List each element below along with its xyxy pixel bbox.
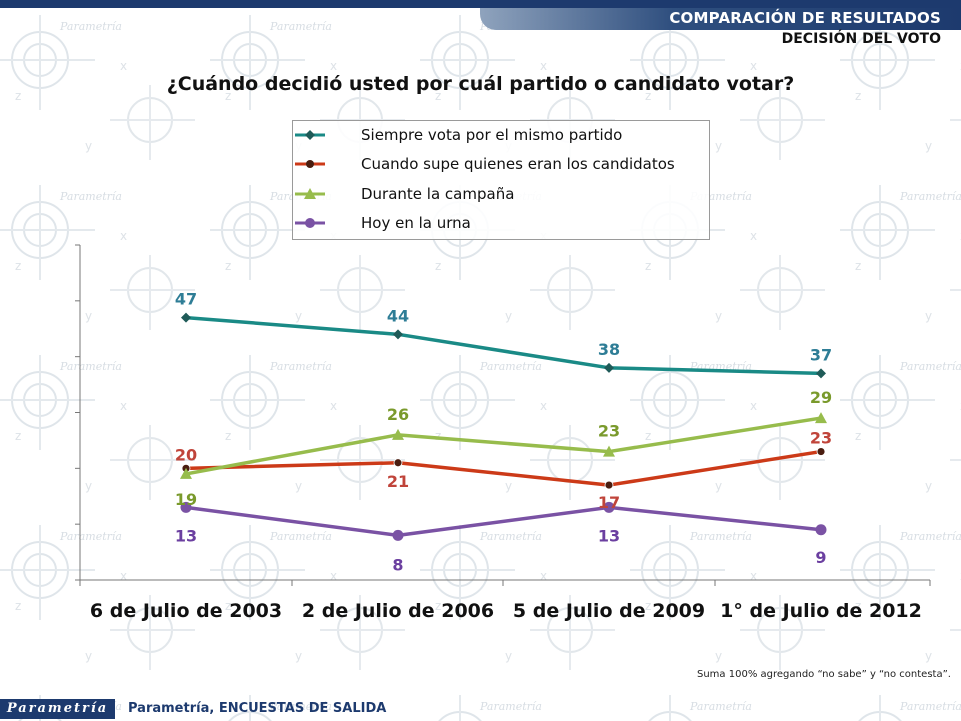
data-point [815,524,827,536]
footnote: Suma 100% agregando “no sabe” y “no cont… [697,669,951,680]
data-point [180,501,192,513]
legend-item: Siempre vota por el mismo partido [295,121,622,149]
data-label: 13 [598,526,620,545]
section-title: COMPARACIÓN DE RESULTADOS [669,9,941,27]
data-label: 21 [387,472,409,491]
data-label: 29 [810,388,832,407]
data-point [815,412,827,424]
data-point [180,467,192,479]
data-label: 44 [387,306,409,325]
legend-marker-icon [295,218,325,228]
data-label: 26 [387,405,409,424]
data-label: 8 [392,555,403,574]
chart-question-title: ¿Cuándo decidió usted por cuál partido o… [166,73,795,95]
data-label: 23 [810,429,832,448]
x-tick-label: 1° de Julio de 2012 [720,600,922,622]
parametria-logo: Parametría [0,699,115,719]
series-line [185,449,822,487]
legend-label: Siempre vota por el mismo partido [361,126,623,144]
x-tick-label: 2 de Julio de 2006 [302,600,494,622]
data-label: 37 [810,345,832,364]
series-line [185,315,822,376]
data-label: 17 [598,493,620,512]
top-bar [0,0,961,8]
section-header: COMPARACIÓN DE RESULTADOS [480,8,961,30]
data-label: 38 [598,340,620,359]
legend-item: Hoy en la urna [295,209,471,237]
legend-marker-icon [295,188,325,199]
series-line [185,505,822,538]
data-point [816,447,826,456]
x-tick-label: 6 de Julio de 2003 [90,600,282,622]
data-point [603,501,615,513]
legend-item: Durante la campaña [295,180,514,208]
legend-item: Cuando supe quienes eran los candidatos [295,150,675,178]
data-label: 19 [175,490,197,509]
data-label: 20 [175,445,197,464]
data-label: 9 [815,548,826,567]
legend-marker-icon [295,160,325,168]
legend-marker-icon [295,130,325,140]
x-tick-label: 5 de Julio de 2009 [513,600,705,622]
data-point [392,529,404,541]
data-label: 23 [598,422,620,441]
legend-label: Cuando supe quienes eran los candidatos [361,155,675,173]
data-point [393,458,403,468]
data-point [816,368,826,379]
source-text: Parametría, ENCUESTAS DE SALIDA [128,701,387,716]
data-point [393,329,403,340]
legend-label: Durante la campaña [361,185,515,203]
data-label: 47 [175,290,197,309]
data-point [392,428,404,440]
data-point [181,312,191,323]
legend-label: Hoy en la urna [361,214,471,232]
chart-legend: Siempre vota por el mismo partido Cuando… [292,120,710,240]
data-label: 13 [175,526,197,545]
data-point [604,480,614,490]
data-point [604,362,614,373]
subsection-title: DECISIÓN DEL VOTO [781,31,941,47]
series-line [185,416,822,476]
data-point [603,445,615,457]
